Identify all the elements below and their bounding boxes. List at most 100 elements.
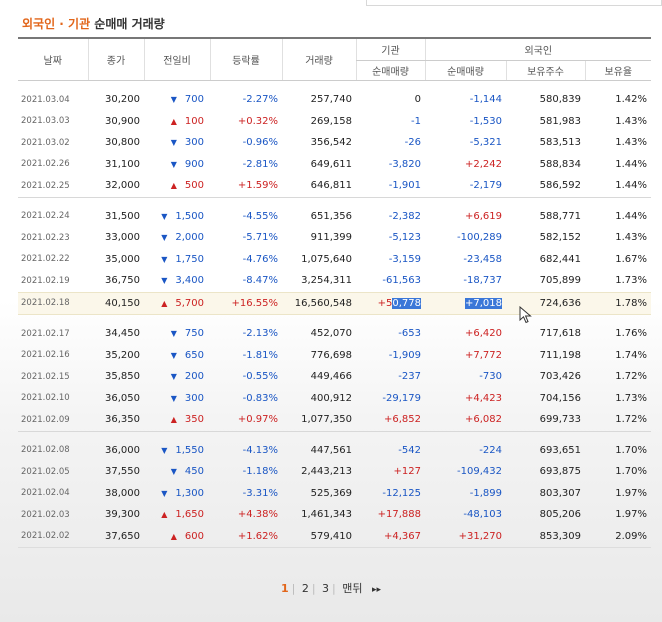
- cell-rate: -4.76%: [242, 253, 278, 265]
- page-1-link[interactable]: 1: [280, 582, 289, 595]
- cell-inst-net: -2,382: [388, 210, 421, 222]
- change-value: 900: [184, 158, 204, 170]
- cell-holding: 699,733: [539, 414, 581, 426]
- table-row[interactable]: 2021.03.03 30,900 ▲ 100 +0.32% 269,158 -1 -1,53…: [18, 111, 651, 133]
- cell-holding: 853,309: [506, 525, 585, 548]
- table-row[interactable]: 2021.02.10 36,050 ▼ 300 -0.83% 400,912 -29,179…: [18, 388, 651, 410]
- group-separator: [18, 314, 652, 323]
- section-title: 외국인 · 기관 순매매 거래량: [22, 15, 165, 32]
- cell-volume: 1,461,343: [301, 509, 352, 521]
- title-label: 순매매 거래량: [90, 17, 165, 31]
- col-ratio: 보유율: [584, 60, 652, 81]
- cell-close: 35,200: [105, 349, 140, 361]
- table-row[interactable]: 2021.02.24 31,500 ▼ 1,500 -4.55% 651,356 -2,38…: [18, 206, 651, 228]
- group-separator: [18, 430, 652, 440]
- table-row[interactable]: 2021.03.02 30,800 ▼ 300 -0.96% 356,542 -26 -5,3…: [18, 132, 651, 154]
- cell-inst-net: +4,367: [356, 525, 425, 548]
- last-page-link[interactable]: 맨뒤: [342, 582, 363, 595]
- table-row[interactable]: 2021.02.04 38,000 ▼ 1,300 -3.31% 525,369 -12,1…: [18, 483, 651, 505]
- cell-foreign-net: +7,018: [425, 291, 506, 315]
- cell-rate: -4.55%: [242, 210, 278, 222]
- cell-foreign-net: -23,458: [463, 253, 502, 265]
- change-value: 1,750: [175, 253, 204, 265]
- col-group-institution: 기관: [355, 38, 425, 61]
- cell-ratio: 1.73%: [615, 275, 648, 287]
- down-triangle-icon: ▼: [170, 372, 177, 382]
- cell-inst-net: -29,179: [382, 392, 421, 404]
- cell-ratio: 1.76%: [615, 328, 648, 340]
- cell-ratio: 1.43%: [615, 137, 648, 149]
- cell-foreign-net: -109,432: [457, 466, 502, 478]
- table-row[interactable]: 2021.02.23 33,000 ▼ 2,000 -5.71% 911,399 -5,12…: [18, 227, 651, 249]
- cell-volume: 911,399: [310, 232, 352, 244]
- cell-rate: +16.55%: [210, 291, 282, 315]
- change-value: 100: [184, 115, 204, 127]
- table-row[interactable]: 2021.02.26 31,100 ▼ 900 -2.81% 649,611 -3,820 +…: [18, 154, 651, 176]
- cell-date: 2021.03.04: [21, 94, 70, 105]
- cell-close: 37,550: [105, 466, 140, 478]
- cell-ratio: 1.43%: [615, 232, 648, 244]
- cell-foreign-net: -2,179: [469, 180, 502, 192]
- cell-volume: 356,542: [310, 137, 352, 149]
- cell-change: ▼ 650: [144, 345, 210, 367]
- table-row[interactable]: 2021.02.05 37,550 ▼ 450 -1.18% 2,443,213 +127 -…: [18, 461, 651, 483]
- table-row[interactable]: 2021.02.15 35,850 ▼ 200 -0.55% 449,466 -237 -73…: [18, 366, 651, 388]
- net-trading-table: 날짜 종가 전일비 등락률 거래량 기관 외국인 순매매량 순매매량 보유주수 …: [18, 37, 652, 548]
- cell-ratio: 1.44%: [615, 210, 648, 222]
- cell-inst-net: +6,852: [383, 414, 421, 426]
- table-row[interactable]: 2021.02.22 35,000 ▼ 1,750 -4.76% 1,075,640 -3,…: [18, 249, 651, 271]
- pager-divider: |: [291, 582, 296, 595]
- cell-inst-net: +17,888: [377, 509, 421, 521]
- change-value: 350: [184, 414, 204, 426]
- table-row[interactable]: 2021.02.16 35,200 ▼ 650 -1.81% 776,698 -1,909 +…: [18, 345, 651, 367]
- cell-foreign-net: -5,321: [469, 137, 502, 149]
- cell-date: 2021.02.04: [21, 488, 70, 499]
- cell-foreign-net: +6,420: [464, 328, 502, 340]
- cell-inst-net: +127: [393, 466, 421, 478]
- cell-volume: 2,443,213: [301, 466, 352, 478]
- cell-volume: 649,611: [310, 158, 352, 170]
- page-2-link[interactable]: 2: [301, 582, 309, 595]
- cell-ratio: 1.78%: [585, 291, 652, 315]
- group-separator: [18, 196, 652, 206]
- cell-change: ▲ 350: [144, 409, 210, 431]
- col-holding: 보유주수: [505, 60, 585, 81]
- cell-volume: 776,698: [310, 349, 352, 361]
- table-row[interactable]: 2021.03.04 30,200 ▼ 700 -2.27% 257,740 0 -1,144…: [18, 89, 651, 111]
- table-row[interactable]: 2021.02.09 36,350 ▲ 350 +0.97% 1,077,350 +6,85…: [18, 409, 651, 431]
- next-arrow-icon[interactable]: ▸▸: [372, 585, 382, 595]
- down-triangle-icon: ▼: [161, 276, 168, 286]
- cell-date: 2021.02.19: [21, 275, 70, 286]
- cell-inst-net: -5,123: [388, 232, 421, 244]
- table-row[interactable]: 2021.02.08 36,000 ▼ 1,550 -4.13% 447,561 -542 -…: [18, 440, 651, 462]
- cell-date: 2021.02.10: [21, 393, 70, 404]
- cell-rate: +1.59%: [237, 180, 278, 192]
- cell-close: 35,000: [105, 253, 140, 265]
- table-row[interactable]: 2021.02.25 32,000 ▲ 500 +1.59% 646,811 -1,901 -…: [18, 175, 651, 197]
- cell-foreign-net: -224: [479, 444, 502, 456]
- cell-date: 2021.02.15: [21, 371, 70, 382]
- table-row[interactable]: 2021.02.02 37,650 ▲ 600 +1.62% 579,410 +4,367 +…: [18, 525, 652, 548]
- cell-volume: 646,811: [310, 180, 352, 192]
- table-row[interactable]: 2021.02.17 34,450 ▼ 750 -2.13% 452,070 -653 +6,…: [18, 323, 651, 345]
- page-3-link[interactable]: 3: [322, 582, 330, 595]
- cell-inst-net: -26: [404, 137, 421, 149]
- cell-foreign-net: +7,772: [464, 349, 502, 361]
- table-row[interactable]: 2021.02.03 39,300 ▲ 1,650 +4.38% 1,461,343 +17…: [18, 504, 651, 526]
- cell-change: ▲ 100: [144, 111, 210, 133]
- table-row[interactable]: 2021.02.19 36,750 ▼ 3,400 -8.47% 3,254,311 -61…: [18, 270, 651, 292]
- cell-close: 31,100: [105, 158, 140, 170]
- spacer-cell: [18, 430, 652, 440]
- cell-holding: 704,156: [539, 392, 581, 404]
- selected-text: +7,018: [464, 297, 502, 309]
- cell-close: 36,000: [105, 444, 140, 456]
- cell-date: 2021.02.16: [21, 350, 70, 361]
- down-triangle-icon: ▼: [170, 350, 177, 360]
- table-row[interactable]: 2021.02.18 40,150 ▲ 5,700 +16.55% 16,560,548 +…: [18, 291, 652, 315]
- cell-volume: 269,158: [310, 115, 352, 127]
- cell-foreign-net: -18,737: [463, 275, 502, 287]
- change-value: 1,300: [175, 487, 204, 499]
- change-value: 300: [184, 392, 204, 404]
- cell-date: 2021.03.03: [21, 116, 70, 127]
- search-box-edge[interactable]: [366, 0, 662, 6]
